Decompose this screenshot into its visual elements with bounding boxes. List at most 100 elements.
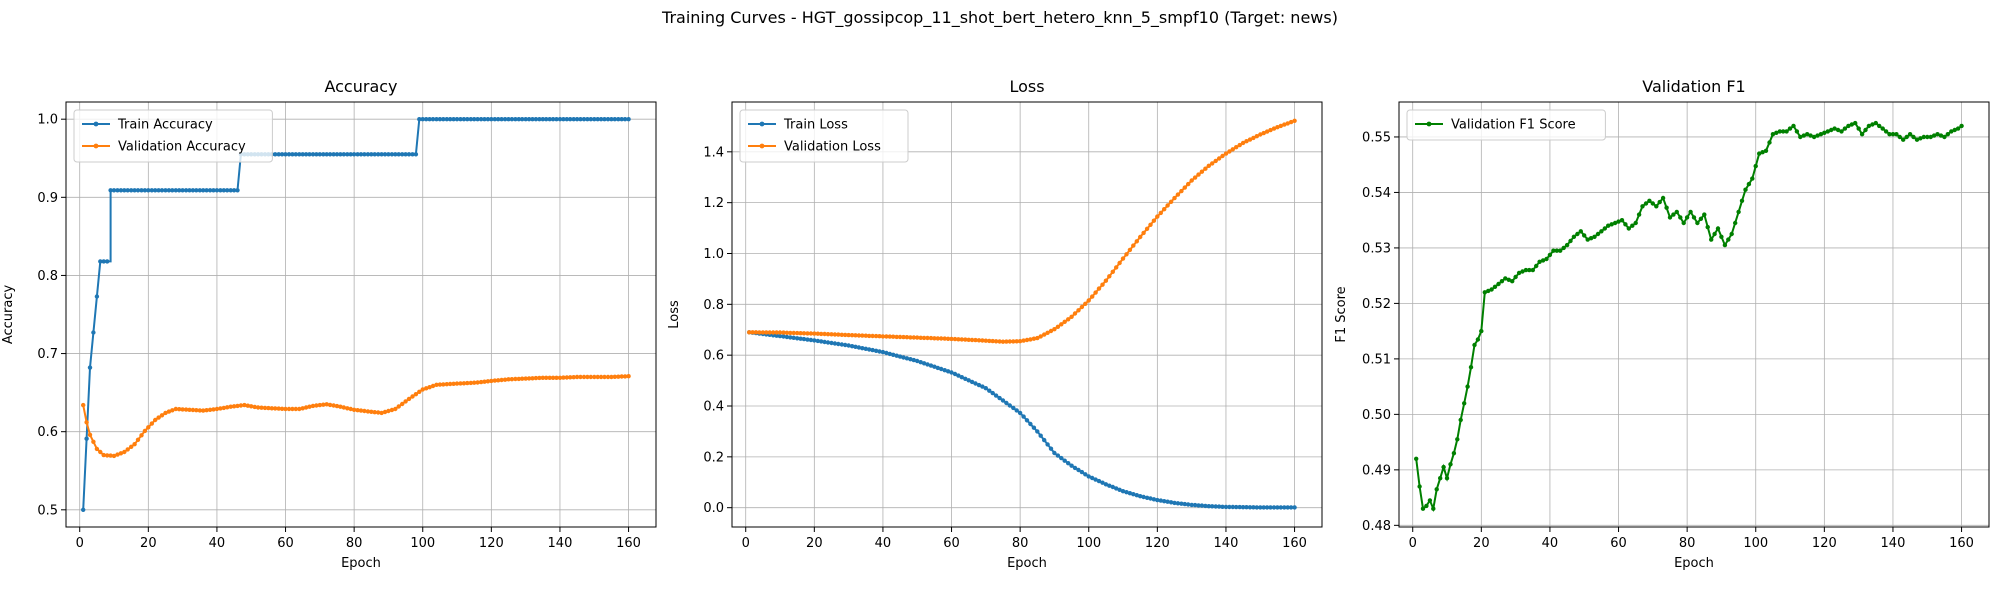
data-point	[1674, 209, 1680, 215]
data-point	[379, 410, 384, 416]
data-point	[1434, 487, 1439, 492]
data-point	[355, 408, 360, 413]
data-point	[911, 357, 916, 363]
data-point	[1938, 133, 1944, 138]
data-point	[231, 404, 237, 409]
legend-label: Validation Accuracy	[118, 140, 246, 155]
data-point	[1441, 464, 1446, 470]
data-point	[430, 383, 436, 389]
data-point	[400, 401, 405, 407]
data-point	[973, 381, 978, 386]
data-point	[1052, 450, 1057, 456]
data-point	[1192, 175, 1198, 180]
data-point	[338, 152, 343, 157]
data-point	[1897, 134, 1903, 140]
data-point	[887, 334, 892, 339]
data-point	[585, 117, 590, 122]
data-point	[1636, 212, 1642, 217]
data-point	[262, 405, 268, 411]
data-point	[561, 375, 566, 380]
data-point	[135, 437, 141, 442]
data-point	[98, 449, 103, 455]
data-point	[122, 188, 127, 193]
data-point	[300, 152, 305, 157]
subplot-2: 0 20 40 60 80 100 120 140 160 0.0 0.2 0.4 0.6 0.8 1.0 1…	[667, 77, 1323, 571]
data-point	[1254, 134, 1260, 139]
data-point	[764, 330, 769, 335]
data-point	[1853, 120, 1858, 126]
data-point	[1427, 498, 1433, 503]
data-point	[520, 117, 525, 122]
data-point	[1024, 337, 1030, 343]
data-point	[1192, 502, 1198, 508]
data-point	[980, 384, 985, 389]
data-point	[1647, 198, 1652, 203]
data-point	[1251, 135, 1256, 141]
data-point	[1223, 151, 1229, 156]
data-point	[1818, 132, 1824, 137]
data-point	[458, 117, 463, 122]
data-point	[283, 406, 288, 412]
data-point	[1234, 504, 1239, 510]
data-point	[159, 188, 165, 193]
data-point	[1465, 384, 1470, 389]
data-point	[540, 117, 545, 122]
data-point	[1424, 503, 1429, 509]
data-point	[207, 188, 213, 193]
data-point	[1688, 209, 1693, 215]
data-point	[1571, 234, 1577, 239]
data-point	[1196, 172, 1201, 177]
data-point	[286, 406, 292, 412]
data-point	[1890, 132, 1896, 137]
data-point	[177, 407, 182, 412]
data-point	[819, 331, 824, 337]
data-point	[1165, 499, 1170, 504]
data-point	[1117, 487, 1122, 492]
data-point	[369, 409, 374, 414]
data-point	[983, 386, 988, 391]
data-point	[1585, 237, 1590, 242]
data-point	[190, 407, 196, 413]
data-point	[506, 377, 511, 382]
data-point	[1551, 248, 1556, 253]
x-tick-label: 0	[1409, 536, 1417, 551]
y-tick-label: 0.9	[37, 191, 58, 206]
y-tick-label: 0.6	[703, 349, 724, 364]
data-point	[853, 333, 858, 338]
data-point	[163, 188, 168, 193]
data-point	[1216, 504, 1222, 509]
data-point	[1798, 134, 1803, 140]
data-point	[87, 365, 93, 370]
data-point	[365, 409, 371, 414]
data-point	[1856, 126, 1861, 131]
data-point	[863, 333, 868, 338]
data-point	[396, 152, 401, 157]
data-point	[180, 188, 185, 193]
data-point	[458, 381, 463, 386]
data-point	[1103, 278, 1109, 283]
data-point	[609, 374, 614, 380]
data-point	[283, 152, 288, 157]
data-point	[214, 188, 220, 193]
data-point	[1155, 497, 1160, 503]
x-tick-label: 80	[1679, 536, 1696, 551]
x-tick-label: 140	[1881, 536, 1906, 551]
data-point	[286, 152, 292, 157]
data-point	[1705, 224, 1710, 230]
data-point	[969, 379, 975, 385]
data-point	[1657, 199, 1662, 205]
data-point	[1083, 301, 1088, 306]
data-point	[908, 357, 913, 362]
y-tick-label: 1.0	[703, 247, 724, 262]
data-point	[1448, 462, 1453, 467]
data-point	[400, 152, 405, 157]
data-point	[574, 374, 580, 380]
y-tick-label: 0.49	[1362, 463, 1391, 478]
data-point	[214, 406, 220, 412]
data-point	[1863, 127, 1868, 133]
data-point	[1237, 504, 1242, 510]
data-point	[1268, 127, 1273, 133]
data-point	[873, 333, 879, 339]
data-point	[1278, 123, 1284, 129]
x-tick-label: 60	[277, 536, 294, 551]
